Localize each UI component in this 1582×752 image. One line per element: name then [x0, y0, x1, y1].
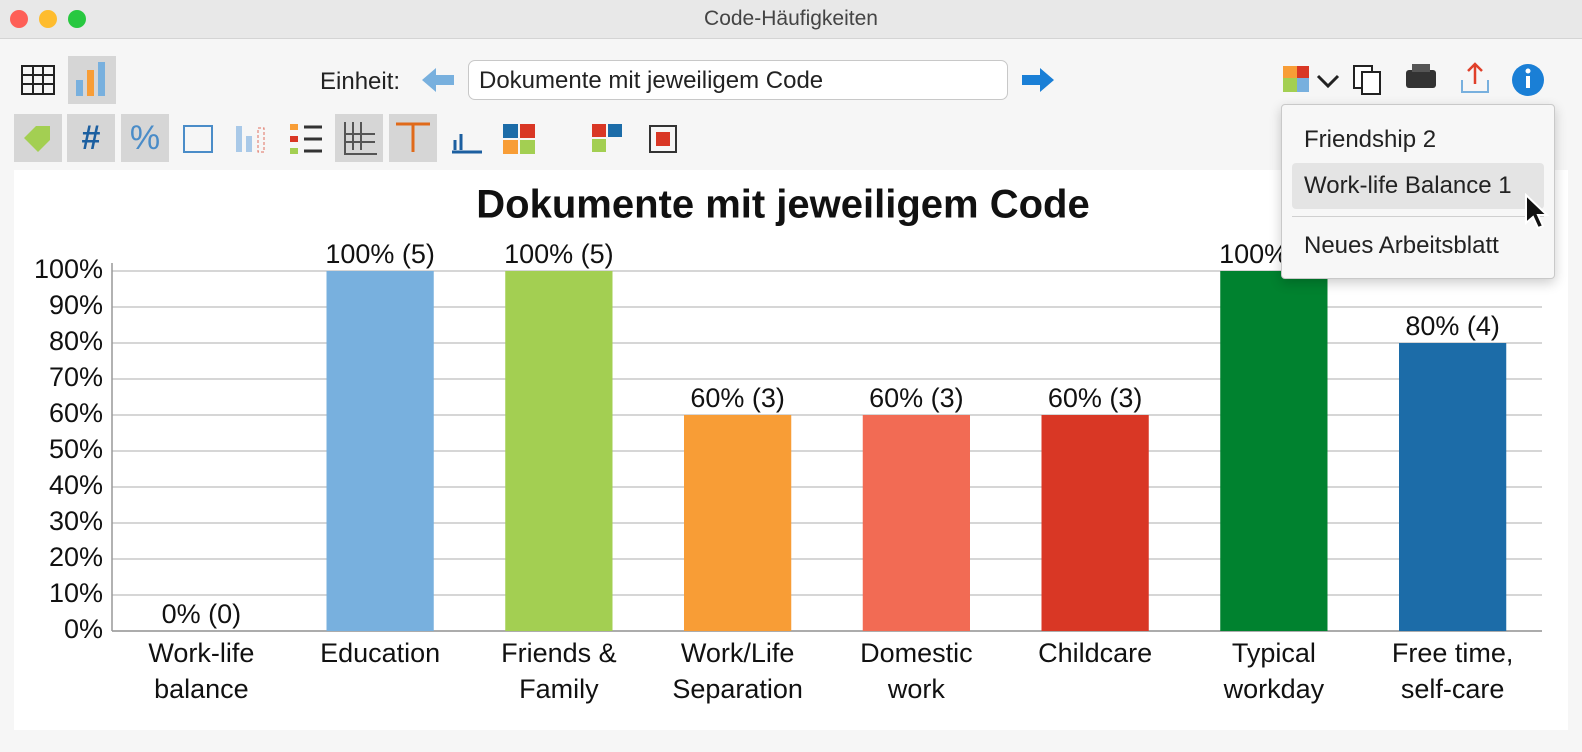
- mouse-cursor: [1525, 193, 1550, 230]
- count-toggle[interactable]: [67, 114, 115, 162]
- x-tick-label: balance: [154, 674, 249, 704]
- x-tick-label: work: [887, 674, 946, 704]
- value-label: 0% (0): [162, 599, 242, 629]
- x-tick-label: Friends &: [501, 638, 617, 668]
- y-tick-label: 80%: [49, 326, 103, 356]
- cursor-arrow: [1525, 193, 1550, 230]
- value-label: 100% (5): [504, 239, 614, 269]
- copy-button[interactable]: [1353, 65, 1381, 95]
- y-tick-label: 100%: [34, 254, 103, 284]
- menu-item[interactable]: Friendship 2: [1304, 126, 1437, 153]
- menu-item[interactable]: Neues Arbeitsblatt: [1304, 232, 1499, 259]
- bar: [1399, 343, 1507, 631]
- previous-button[interactable]: [422, 68, 454, 92]
- percent-toggle[interactable]: [121, 114, 169, 162]
- title-bar: Code-Häufigkeiten: [0, 0, 1582, 39]
- svg-text:#: #: [82, 119, 101, 157]
- legend-button[interactable]: [290, 124, 322, 154]
- worksheet-menu: Friendship 2 Work-life Balance 1 Neues Arb…: [1281, 104, 1555, 279]
- x-tick-label: Family: [519, 674, 599, 704]
- y-tick-label: 40%: [49, 470, 103, 500]
- y-tick-label: 60%: [49, 398, 103, 428]
- bar: [1041, 415, 1149, 631]
- value-label: 100% (5): [325, 239, 435, 269]
- x-tick-label: Education: [320, 638, 440, 668]
- y-tick-label: 50%: [49, 434, 103, 464]
- y-tick-label: 30%: [49, 506, 103, 536]
- y-tick-label: 0%: [64, 614, 103, 644]
- unit-value: Dokumente mit jeweiligem Code: [479, 67, 824, 94]
- worksheet-button[interactable]: [1283, 66, 1340, 92]
- menu-item[interactable]: Work-life Balance 1: [1292, 163, 1544, 209]
- zoom-button[interactable]: [68, 10, 86, 28]
- y-tick-label: 90%: [49, 290, 103, 320]
- x-tick-label: Separation: [672, 674, 803, 704]
- x-tick-label: Work-life: [148, 638, 254, 668]
- export-button[interactable]: [1461, 62, 1489, 93]
- next-button[interactable]: [1022, 68, 1054, 92]
- window-title: Code-Häufigkeiten: [704, 7, 878, 30]
- x-tick-label: self-care: [1401, 674, 1505, 704]
- toolbar-icons: # %: [14, 56, 1544, 162]
- x-tick-label: Typical: [1232, 638, 1316, 668]
- table-view-button[interactable]: [21, 65, 55, 95]
- bar: [326, 271, 434, 631]
- value-label: 60% (3): [1048, 383, 1143, 413]
- info-button[interactable]: [1512, 64, 1544, 96]
- y-tick-label: 10%: [49, 578, 103, 608]
- x-tick-label: workday: [1223, 674, 1325, 704]
- bar: [505, 271, 613, 631]
- decimal-button[interactable]: [183, 125, 213, 153]
- unit-select[interactable]: Dokumente mit jeweiligem Code: [468, 60, 1008, 100]
- chart-title: Dokumente mit jeweiligem Code: [476, 183, 1089, 227]
- value-label: 60% (3): [869, 383, 964, 413]
- value-label: 80% (4): [1405, 311, 1500, 341]
- x-tick-label: Work/Life: [681, 638, 795, 668]
- x-tick-label: Childcare: [1038, 638, 1152, 668]
- x-tick-label: Domestic: [860, 638, 973, 668]
- close-button[interactable]: [10, 10, 28, 28]
- bar: [862, 415, 970, 631]
- y-tick-label: 20%: [49, 542, 103, 572]
- unit-label: Einheit:: [320, 68, 401, 95]
- x-tick-label: Free time,: [1392, 638, 1514, 668]
- y-tick-label: 70%: [49, 362, 103, 392]
- bar: [1220, 271, 1328, 631]
- menu-separator: [1292, 216, 1544, 217]
- svg-text:%: %: [130, 119, 160, 157]
- print-button[interactable]: [1406, 64, 1436, 88]
- bar: [684, 415, 792, 631]
- chart-view-button[interactable]: [68, 56, 116, 104]
- value-label: 60% (3): [690, 383, 785, 413]
- minimize-button[interactable]: [39, 10, 57, 28]
